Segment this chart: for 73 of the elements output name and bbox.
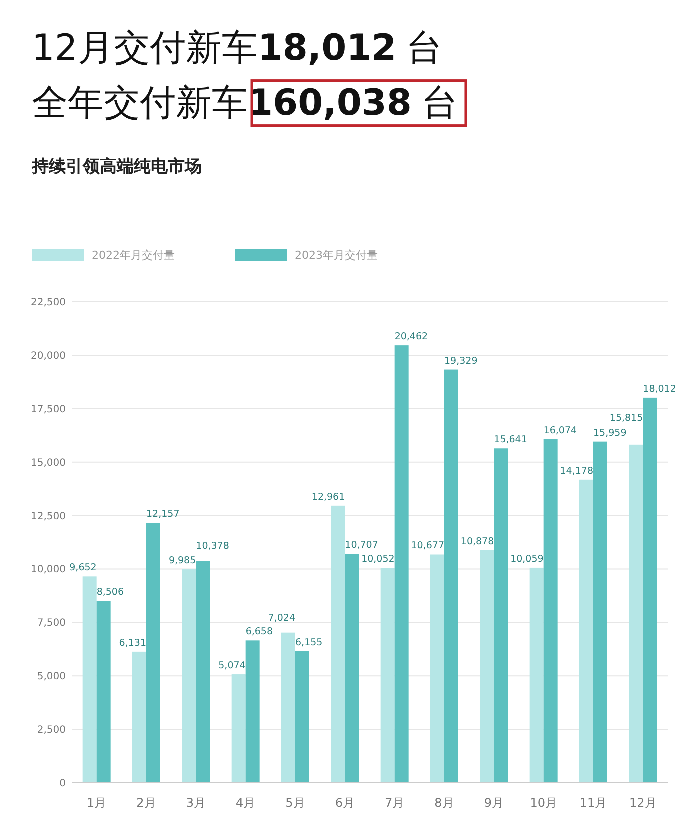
y-tick-label: 12,500	[31, 511, 66, 522]
data-label: 6,658	[246, 626, 274, 638]
bar	[380, 568, 395, 783]
data-label: 10,059	[510, 554, 544, 565]
data-label: 12,961	[312, 492, 346, 503]
x-tick-label: 3月	[186, 796, 206, 810]
bar	[494, 448, 508, 783]
x-tick-label: 10月	[530, 796, 558, 810]
bar	[196, 561, 210, 783]
bar	[146, 523, 160, 783]
bar	[394, 346, 409, 783]
data-label: 10,378	[196, 541, 230, 552]
y-tick-label: 15,000	[31, 458, 66, 469]
x-tick-label: 4月	[236, 796, 256, 810]
x-tick-label: 1月	[87, 796, 107, 810]
data-label: 6,131	[119, 638, 146, 649]
data-label: 10,878	[460, 536, 494, 548]
bar	[82, 576, 97, 783]
data-label: 9,652	[70, 562, 97, 574]
bar	[444, 370, 458, 783]
y-tick-label: 2,500	[37, 725, 66, 736]
data-label: 9,985	[168, 556, 196, 567]
y-tick-label: 7,500	[37, 618, 66, 630]
x-tick-label: 9月	[484, 796, 504, 810]
bar	[345, 554, 360, 783]
bar	[246, 640, 260, 783]
y-tick-label: 17,500	[31, 404, 66, 416]
bar	[594, 442, 608, 783]
data-label: 18,012	[643, 384, 676, 395]
x-tick-label: 8月	[434, 796, 454, 810]
x-tick-label: 7月	[385, 796, 405, 810]
data-label: 20,462	[394, 332, 428, 343]
bar	[282, 632, 296, 783]
bar	[296, 651, 310, 783]
text: 持续引领高端纯电市场	[31, 157, 202, 177]
data-label: 14,178	[560, 466, 594, 477]
data-label: 15,959	[594, 428, 627, 439]
data-label: 12,157	[146, 509, 180, 520]
data-label: 6,155	[296, 637, 323, 648]
bar	[580, 480, 594, 783]
bar	[643, 398, 658, 783]
x-tick-label: 12月	[630, 796, 657, 810]
y-tick-label: 10,000	[31, 564, 66, 576]
x-tick-label: 5月	[286, 796, 306, 810]
data-label: 15,641	[494, 434, 528, 446]
bar	[232, 674, 246, 783]
bar	[530, 568, 544, 783]
x-tick-label: 2月	[136, 796, 156, 810]
legend-label: 2023年月交付量	[295, 249, 378, 262]
bar	[331, 506, 346, 783]
y-tick-label: 20,000	[31, 350, 66, 362]
data-label: 10,052	[362, 554, 395, 566]
data-label: 10,677	[411, 540, 444, 552]
bar	[430, 554, 444, 783]
x-tick-label: 6月	[335, 796, 355, 810]
data-label: 8,506	[96, 587, 124, 598]
bar	[629, 444, 644, 783]
bar	[132, 652, 146, 783]
data-label: 7,024	[268, 612, 296, 624]
data-label: 15,815	[610, 412, 644, 424]
y-tick-label: 22,500	[31, 298, 66, 308]
data-label: 5,074	[218, 660, 246, 672]
data-label: 19,329	[444, 356, 478, 367]
data-label: 16,074	[544, 425, 578, 436]
legend-label: 2022年月交付量	[92, 249, 175, 262]
y-tick-label: 0	[60, 778, 66, 790]
y-tick-label: 5,000	[37, 672, 66, 683]
bar	[96, 601, 111, 783]
data-label: 10,707	[345, 540, 378, 552]
bar	[480, 550, 494, 783]
x-tick-label: 11月	[580, 796, 608, 810]
bar	[544, 439, 558, 783]
bar	[182, 570, 196, 783]
